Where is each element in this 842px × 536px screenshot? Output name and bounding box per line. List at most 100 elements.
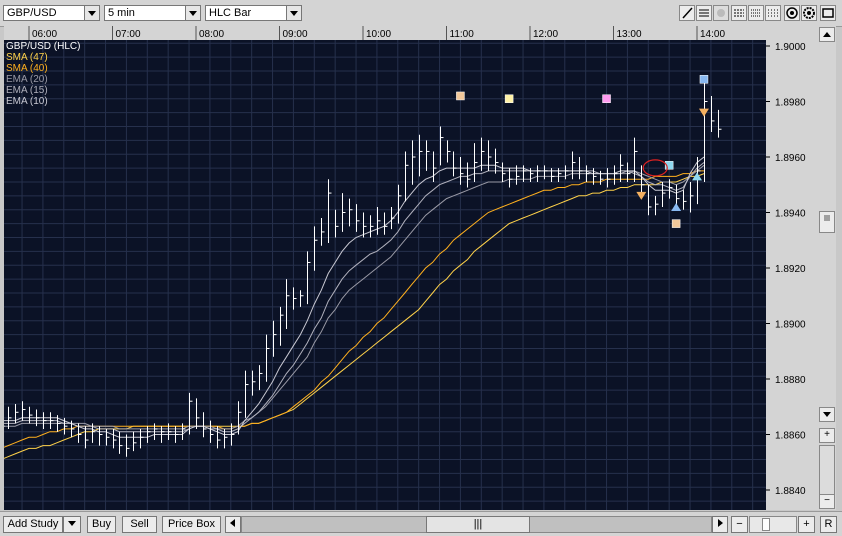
chart-properties-button[interactable] [784, 5, 800, 21]
price-label: 1.8920 [775, 264, 806, 275]
hlc-bar [586, 165, 590, 182]
time-zoom-thumb[interactable] [762, 518, 770, 531]
hlc-bar [273, 320, 277, 357]
chevron-down-icon [68, 521, 76, 526]
chart-header: GBP/USD (HLC) [6, 41, 80, 52]
add-study-button[interactable]: Add Study [3, 516, 63, 533]
hlc-bar [467, 162, 471, 188]
price-zoom-out-button[interactable]: − [819, 494, 835, 509]
signal-square-icon[interactable] [671, 219, 681, 228]
chevron-down-icon[interactable] [185, 6, 200, 20]
bottom-toolbar: Add Study Buy Sell Price Box ||| − + R [0, 511, 842, 536]
draw-line-tool-button[interactable] [679, 5, 695, 21]
time-label: 09:00 [283, 29, 308, 40]
signal-triangle-down-icon[interactable] [698, 108, 709, 117]
hlc-bar [161, 426, 165, 443]
hlc-bar [481, 137, 485, 171]
price-label: 1.8940 [775, 209, 806, 220]
hlc-bar [300, 290, 304, 307]
hlc-bar [488, 140, 492, 171]
signal-square-icon[interactable] [602, 94, 611, 103]
hlc-bar [662, 181, 666, 207]
chart-area[interactable]: 06:00 07:00 08:00 09:00 10:00 11:00 12:00 13:00… [4, 26, 766, 510]
vertical-scrollbar[interactable]: + − [818, 26, 836, 510]
scroll-thumb[interactable] [819, 211, 835, 233]
price-box-button[interactable]: Price Box [162, 516, 221, 533]
hlc-bar [627, 162, 631, 182]
hlc-bar [648, 184, 652, 216]
price-chart[interactable]: 06:00 07:00 08:00 09:00 10:00 11:00 12:00 13:00… [4, 26, 766, 510]
price-label: 1.9000 [775, 42, 806, 53]
signal-triangle-up-icon[interactable] [692, 172, 702, 181]
time-zoom-out-button[interactable]: − [731, 516, 748, 533]
signal-square-icon[interactable] [699, 75, 709, 84]
maximize-window-button[interactable] [820, 5, 836, 21]
arrow-right-icon [718, 519, 723, 527]
symbol-dropdown[interactable]: GBP/USD [3, 5, 100, 21]
signal-square-icon[interactable] [504, 94, 514, 103]
hlc-bar [551, 168, 555, 182]
scroll-left-button[interactable] [225, 516, 241, 533]
hlc-bar [175, 426, 179, 443]
hlc-bar [641, 165, 645, 196]
grid-layout-2-button[interactable] [748, 5, 764, 21]
time-label: 14:00 [700, 29, 725, 40]
chevron-down-icon[interactable] [286, 6, 301, 20]
hlc-bar [704, 82, 708, 182]
grid-icon [768, 9, 778, 17]
signal-triangle-up-icon[interactable] [671, 202, 682, 211]
hlc-bar [133, 431, 137, 452]
circle-icon [717, 9, 725, 17]
hlc-bar [474, 143, 478, 182]
time-label: 07:00 [116, 29, 141, 40]
hlc-bar [516, 165, 520, 185]
horizontal-scroll-thumb[interactable]: ||| [426, 516, 530, 533]
chevron-down-icon[interactable] [84, 6, 99, 20]
reset-button[interactable]: R [820, 516, 837, 533]
price-zoom-track[interactable] [819, 445, 835, 495]
erase-tool-button[interactable] [713, 5, 729, 21]
hlc-bar [440, 126, 444, 166]
hlc-bar [558, 168, 562, 182]
time-zoom-track[interactable] [749, 516, 797, 533]
scroll-right-button[interactable] [712, 516, 728, 533]
hlc-bar [15, 403, 19, 424]
hlc-bar [280, 306, 284, 346]
time-label: 06:00 [32, 29, 57, 40]
grid-icon [751, 9, 761, 17]
time-axis-strip [4, 26, 766, 40]
time-zoom-in-button[interactable]: + [798, 516, 815, 533]
price-zoom-in-button[interactable]: + [819, 428, 835, 443]
chart-style-dropdown[interactable]: HLC Bar [205, 5, 302, 21]
settings-button[interactable] [801, 5, 817, 21]
sell-button[interactable]: Sell [122, 516, 157, 533]
signal-markers[interactable] [456, 75, 709, 228]
hlc-bar [634, 137, 638, 182]
draw-text-tool-button[interactable] [696, 5, 712, 21]
scroll-up-button[interactable] [819, 27, 835, 42]
hlc-bar [614, 165, 618, 185]
ma-line [4, 170, 704, 448]
study-legend-label: EMA (20) [6, 74, 48, 85]
highlight-ellipse[interactable] [642, 159, 668, 177]
hlc-bar [676, 184, 680, 207]
add-study-dropdown-button[interactable] [63, 516, 81, 533]
price-label: 1.8860 [775, 431, 806, 442]
hlc-bar [189, 392, 193, 435]
grid-layout-1-button[interactable] [731, 5, 747, 21]
hlc-bar [426, 140, 430, 171]
price-axis[interactable]: 1.9000 1.8980 1.8960 1.8940 1.8920 1.8900 1.88… [766, 26, 818, 510]
hlc-bar [238, 401, 242, 435]
scroll-down-button[interactable] [819, 407, 835, 422]
text-lines-icon [699, 9, 709, 17]
hlc-bar [293, 287, 297, 310]
buy-button[interactable]: Buy [87, 516, 116, 533]
signal-square-icon[interactable] [456, 91, 465, 101]
hlc-bar [711, 95, 715, 133]
signal-triangle-down-icon[interactable] [636, 191, 647, 200]
interval-dropdown[interactable]: 5 min [104, 5, 201, 21]
grid-layout-3-button[interactable] [765, 5, 781, 21]
hlc-bar [530, 168, 534, 182]
signal-square-icon[interactable] [664, 161, 674, 170]
hlc-bar [321, 218, 325, 246]
